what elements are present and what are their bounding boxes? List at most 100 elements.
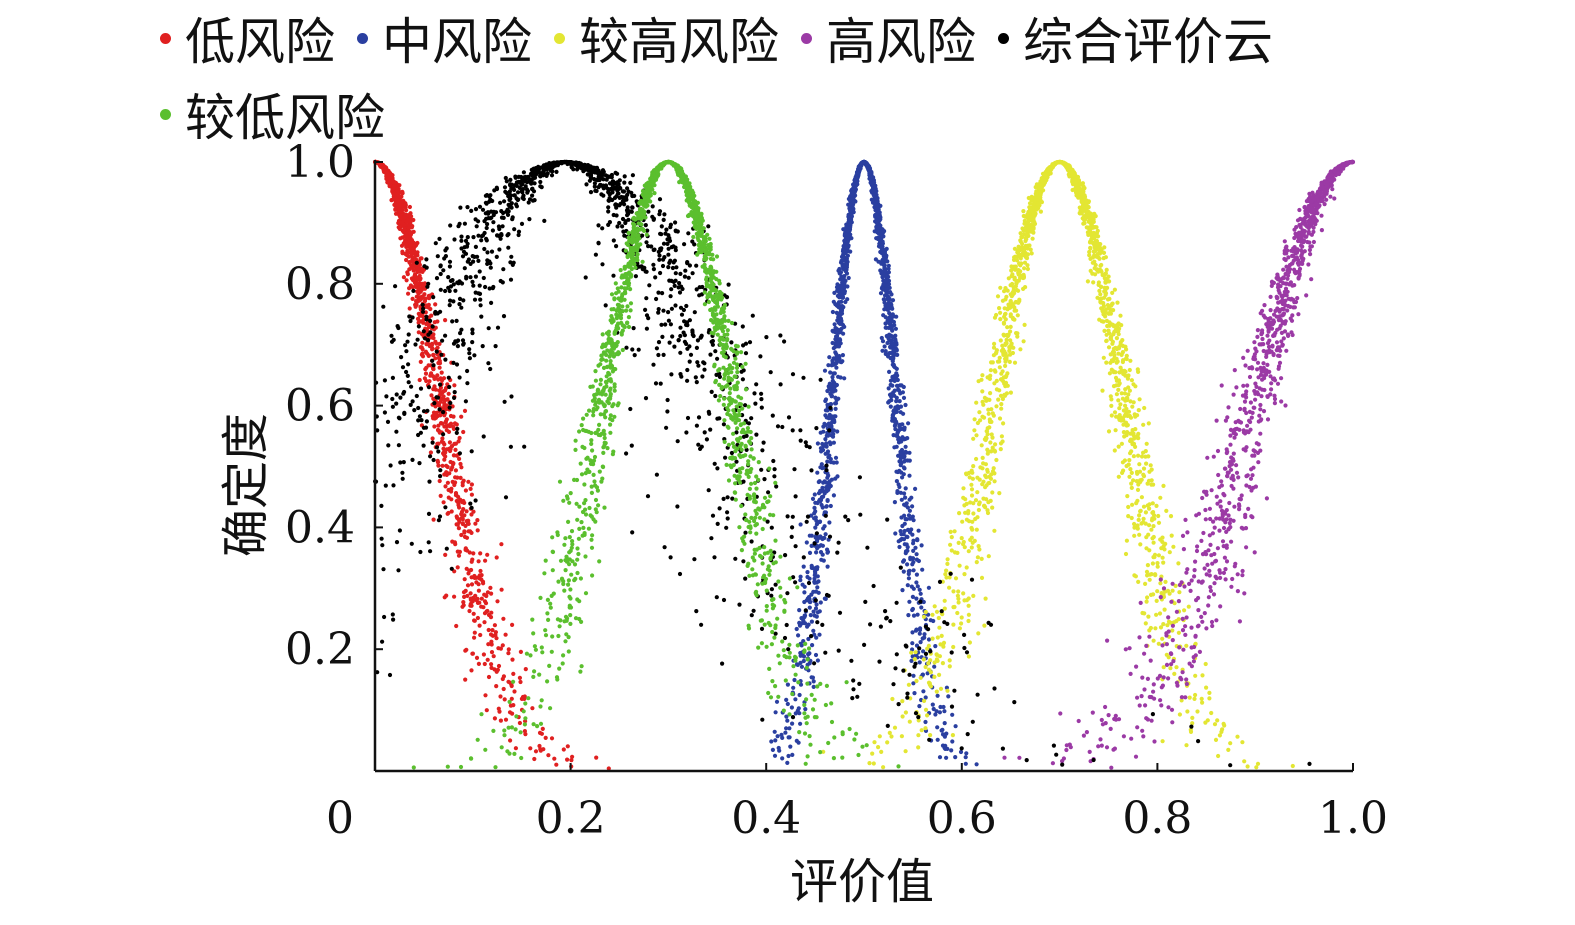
data-point <box>1127 367 1132 373</box>
data-point <box>411 268 416 273</box>
data-point <box>901 559 906 564</box>
data-point <box>1091 230 1096 235</box>
data-point <box>1121 430 1126 435</box>
data-point <box>999 377 1004 382</box>
data-point <box>774 699 780 704</box>
data-point <box>988 368 994 373</box>
data-point <box>386 171 391 176</box>
data-point <box>901 537 907 542</box>
data-point <box>770 747 776 753</box>
data-point <box>1156 641 1161 646</box>
data-point <box>433 339 438 344</box>
data-point <box>842 242 848 247</box>
data-point <box>826 363 831 368</box>
data-point <box>821 429 826 434</box>
data-point <box>910 607 915 613</box>
data-point <box>1187 695 1192 700</box>
data-point <box>982 623 987 628</box>
data-point <box>834 365 839 370</box>
data-point <box>407 204 412 210</box>
data-point <box>957 510 962 516</box>
data-point <box>395 188 400 193</box>
data-point <box>1105 285 1110 290</box>
data-point <box>835 474 840 479</box>
data-point <box>486 627 491 633</box>
data-point <box>1100 272 1105 278</box>
data-point <box>1209 710 1214 716</box>
data-point <box>798 721 803 726</box>
data-point <box>881 282 886 287</box>
data-point <box>1155 589 1160 594</box>
data-point <box>472 635 477 640</box>
data-point <box>819 462 824 467</box>
data-point <box>1016 244 1021 249</box>
data-point <box>921 599 926 605</box>
data-point <box>418 359 423 364</box>
data-point <box>1097 288 1102 293</box>
data-point <box>1129 378 1134 383</box>
data-point <box>992 528 997 533</box>
data-point <box>1102 245 1107 250</box>
data-point <box>482 620 487 625</box>
data-point <box>482 661 487 667</box>
data-point <box>857 165 862 170</box>
data-point <box>408 214 413 219</box>
data-point <box>1193 692 1198 698</box>
data-point <box>1161 560 1166 565</box>
data-point <box>1117 326 1122 331</box>
data-point <box>442 457 447 462</box>
data-point <box>968 500 973 505</box>
data-point <box>890 362 895 367</box>
data-point <box>777 748 782 753</box>
legend-marker <box>801 32 812 44</box>
data-point <box>1127 413 1132 419</box>
data-point <box>1159 546 1164 551</box>
data-point <box>1151 534 1156 540</box>
data-point <box>1124 406 1129 411</box>
data-point <box>1001 421 1006 426</box>
data-point <box>443 484 448 489</box>
data-point <box>808 613 813 618</box>
data-point <box>976 631 981 636</box>
data-point <box>971 511 976 516</box>
data-point <box>407 267 412 272</box>
data-point <box>1100 388 1105 393</box>
data-point <box>466 521 471 527</box>
series-4-points <box>1002 159 1356 770</box>
data-point <box>1004 294 1009 299</box>
data-point <box>1200 673 1205 678</box>
data-point <box>478 551 483 556</box>
data-point <box>448 421 454 426</box>
data-point <box>894 479 900 484</box>
data-point <box>828 382 833 387</box>
data-point <box>409 225 414 230</box>
data-point <box>826 421 832 426</box>
data-point <box>1143 449 1148 454</box>
data-point <box>1093 214 1098 219</box>
data-point <box>1002 392 1007 397</box>
data-point <box>900 390 906 395</box>
data-point <box>1040 179 1045 184</box>
data-point <box>966 618 971 624</box>
data-point <box>976 507 982 513</box>
data-point <box>1153 626 1158 631</box>
data-point <box>1008 338 1013 343</box>
data-point <box>1234 463 1239 468</box>
data-point <box>893 427 898 432</box>
data-point <box>1012 275 1017 280</box>
data-point <box>799 664 805 669</box>
data-point <box>1143 581 1148 587</box>
data-point <box>980 373 985 378</box>
data-point <box>1099 296 1104 301</box>
data-point <box>1010 290 1015 295</box>
data-point <box>1064 163 1070 168</box>
data-point <box>834 460 839 465</box>
data-point <box>1141 504 1147 509</box>
data-point <box>812 576 817 581</box>
data-point <box>483 593 489 598</box>
data-point <box>570 754 575 759</box>
data-point <box>950 712 955 717</box>
data-point <box>1029 251 1034 256</box>
data-point <box>966 596 971 601</box>
data-point <box>1148 463 1153 468</box>
